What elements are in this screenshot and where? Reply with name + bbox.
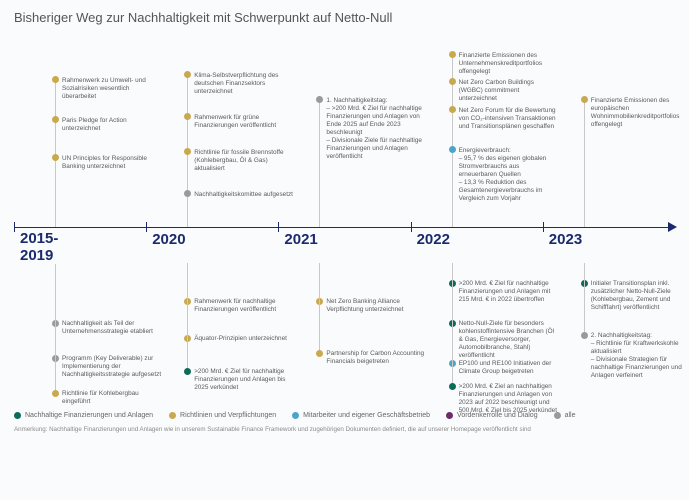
category-dot (184, 148, 191, 155)
legend-item: Richtlinien und Verpflichtungen (169, 412, 276, 419)
timeline: 2015- 2019Rahmenwerk zu Umwelt- und Sozi… (14, 31, 675, 431)
timeline-item: Finanzierte Emissionen des europäischen … (581, 97, 689, 227)
legend-label: Mitarbeiter und eigener Geschäftsbetrieb (303, 412, 430, 419)
category-dot (581, 96, 588, 103)
timeline-item: 2. Nachhaltigkeitstag: – Richtlinie für … (581, 263, 689, 347)
legend-dot (14, 412, 21, 419)
item-text: Finanzierte Emissionen des europäischen … (591, 97, 689, 129)
category-dot (52, 154, 59, 161)
legend-label: Richtlinien und Verpflichtungen (180, 412, 276, 419)
year-label: 2020 (150, 231, 187, 248)
category-dot (449, 51, 456, 58)
year-column: 2023Finanzierte Emissionen des europäisc… (543, 31, 675, 431)
legend-label: Nachhaltige Finanzierungen und Anlagen (25, 412, 153, 419)
year-column: 20211. Nachhaltigkeitstag: – >200 Mrd. €… (278, 31, 410, 431)
year-label: 2021 (282, 231, 319, 248)
item-text: 2. Nachhaltigkeitstag: – Richtlinie für … (591, 332, 689, 380)
category-dot (316, 96, 323, 103)
year-label: 2022 (415, 231, 452, 248)
legend-dot (169, 412, 176, 419)
legend-label: Vordenkerrolle und Dialog (457, 412, 538, 419)
footnote: Anmerkung: Nachhaltige Finanzierungen un… (14, 426, 531, 433)
legend-item: Vordenkerrolle und Dialog (446, 412, 538, 419)
category-dot (449, 146, 456, 153)
category-dot (581, 332, 588, 339)
legend-item: alle (554, 412, 576, 419)
category-dot (52, 116, 59, 123)
year-label: 2023 (547, 231, 584, 248)
year-column: 2015- 2019Rahmenwerk zu Umwelt- und Sozi… (14, 31, 146, 431)
category-dot (184, 71, 191, 78)
category-dot (449, 383, 456, 390)
category-dot (52, 76, 59, 83)
legend-dot (292, 412, 299, 419)
category-dot (184, 190, 191, 197)
legend-item: Nachhaltige Finanzierungen und Anlagen (14, 412, 153, 419)
legend: Nachhaltige Finanzierungen und Anlagen Ri… (14, 412, 576, 419)
category-dot (449, 78, 456, 85)
legend-item: Mitarbeiter und eigener Geschäftsbetrieb (292, 412, 430, 419)
year-column: 2020Klima-Selbstverpflichtung des deutsc… (146, 31, 278, 431)
category-dot (184, 368, 191, 375)
category-dot (449, 106, 456, 113)
year-column: 2022Finanzierte Emissionen des Unternehm… (411, 31, 543, 431)
category-dot (184, 113, 191, 120)
legend-dot (554, 412, 561, 419)
page-title: Bisheriger Weg zur Nachhaltigkeit mit Sc… (14, 10, 675, 25)
category-dot (52, 390, 59, 397)
legend-dot (446, 412, 453, 419)
category-dot (316, 350, 323, 357)
year-label: 2015- 2019 (18, 231, 60, 264)
legend-label: alle (565, 412, 576, 419)
